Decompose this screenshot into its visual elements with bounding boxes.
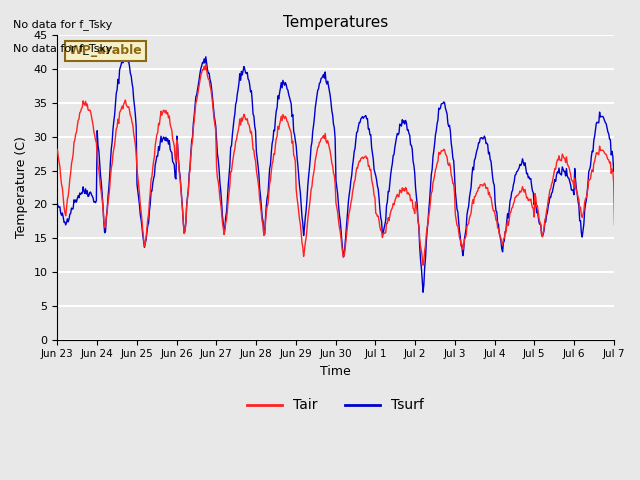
- Text: WP_arable: WP_arable: [68, 45, 142, 58]
- X-axis label: Time: Time: [320, 365, 351, 378]
- Title: Temperatures: Temperatures: [283, 15, 388, 30]
- Y-axis label: Temperature (C): Temperature (C): [15, 136, 28, 239]
- Legend: Tair, Tsurf: Tair, Tsurf: [242, 393, 429, 418]
- Text: No data for f_Tsky: No data for f_Tsky: [13, 43, 112, 54]
- Text: No data for f_Tsky: No data for f_Tsky: [13, 19, 112, 30]
